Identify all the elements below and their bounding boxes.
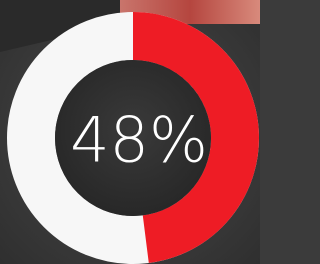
page: 48% (() => { const data = JSON.parse(doc…: [0, 0, 260, 264]
value-label: 48%: [70, 104, 208, 177]
chart: 48%: [0, 0, 260, 264]
